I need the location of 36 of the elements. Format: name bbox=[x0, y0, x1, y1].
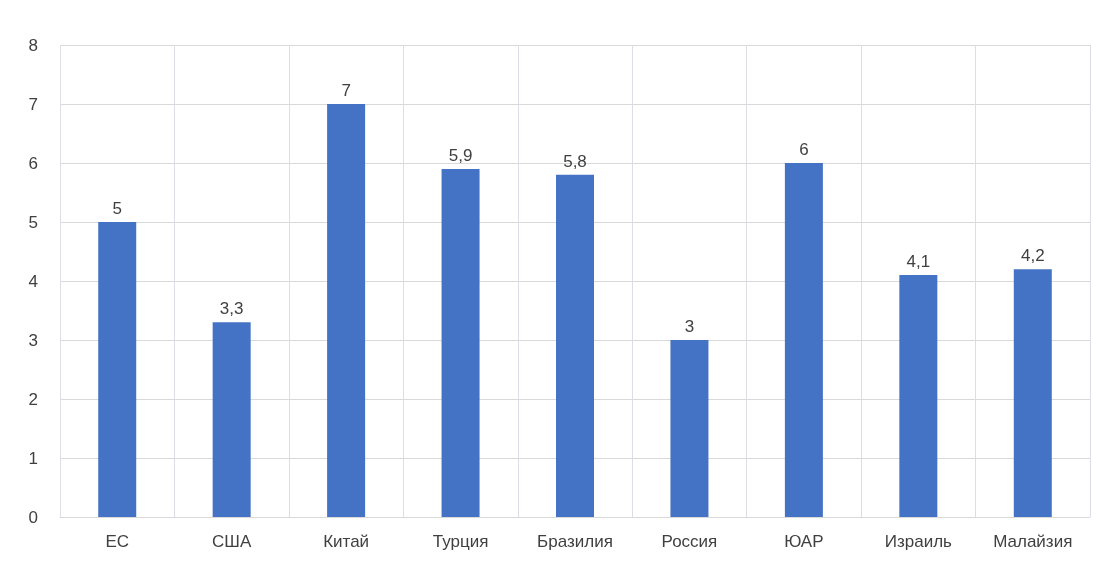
data-label: 4,1 bbox=[906, 252, 931, 272]
bar bbox=[670, 340, 709, 517]
y-tick-label: 8 bbox=[28, 35, 38, 55]
data-label: 4,2 bbox=[1020, 246, 1045, 266]
x-tick-label: Россия bbox=[661, 532, 718, 551]
data-label: 3,3 bbox=[219, 299, 244, 319]
y-tick-label: 7 bbox=[28, 94, 38, 114]
x-tick-label: Бразилия bbox=[537, 532, 613, 551]
y-tick-label: 0 bbox=[28, 507, 38, 527]
x-tick-label: ЕС bbox=[105, 532, 130, 551]
bar bbox=[899, 275, 938, 517]
data-label: 6 bbox=[799, 140, 809, 159]
bar bbox=[784, 163, 823, 517]
x-tick-label: Китай bbox=[323, 532, 370, 551]
y-tick-label: 2 bbox=[28, 389, 38, 409]
x-tick-label: США bbox=[212, 532, 252, 551]
x-tick-label: Малайзия bbox=[993, 532, 1073, 551]
bar bbox=[441, 168, 480, 517]
x-tick-label: Израиль bbox=[884, 532, 953, 551]
data-label: 5,8 bbox=[563, 151, 587, 171]
y-tick-label: 4 bbox=[28, 271, 38, 291]
data-label: 7 bbox=[341, 81, 351, 100]
data-label: 5 bbox=[112, 199, 122, 218]
data-label: 5,9 bbox=[448, 145, 473, 165]
bar bbox=[212, 322, 251, 517]
x-tick-label: Турция bbox=[432, 532, 489, 551]
y-tick-label: 5 bbox=[28, 212, 38, 232]
x-tick-label: ЮАР bbox=[784, 532, 824, 551]
y-tick-label: 3 bbox=[28, 330, 38, 350]
bar bbox=[1013, 269, 1052, 517]
y-tick-label: 1 bbox=[28, 448, 38, 468]
y-tick-label: 6 bbox=[28, 153, 38, 173]
data-label: 3 bbox=[684, 317, 695, 336]
bar bbox=[327, 104, 366, 517]
bar bbox=[556, 174, 594, 517]
bar bbox=[98, 222, 137, 517]
